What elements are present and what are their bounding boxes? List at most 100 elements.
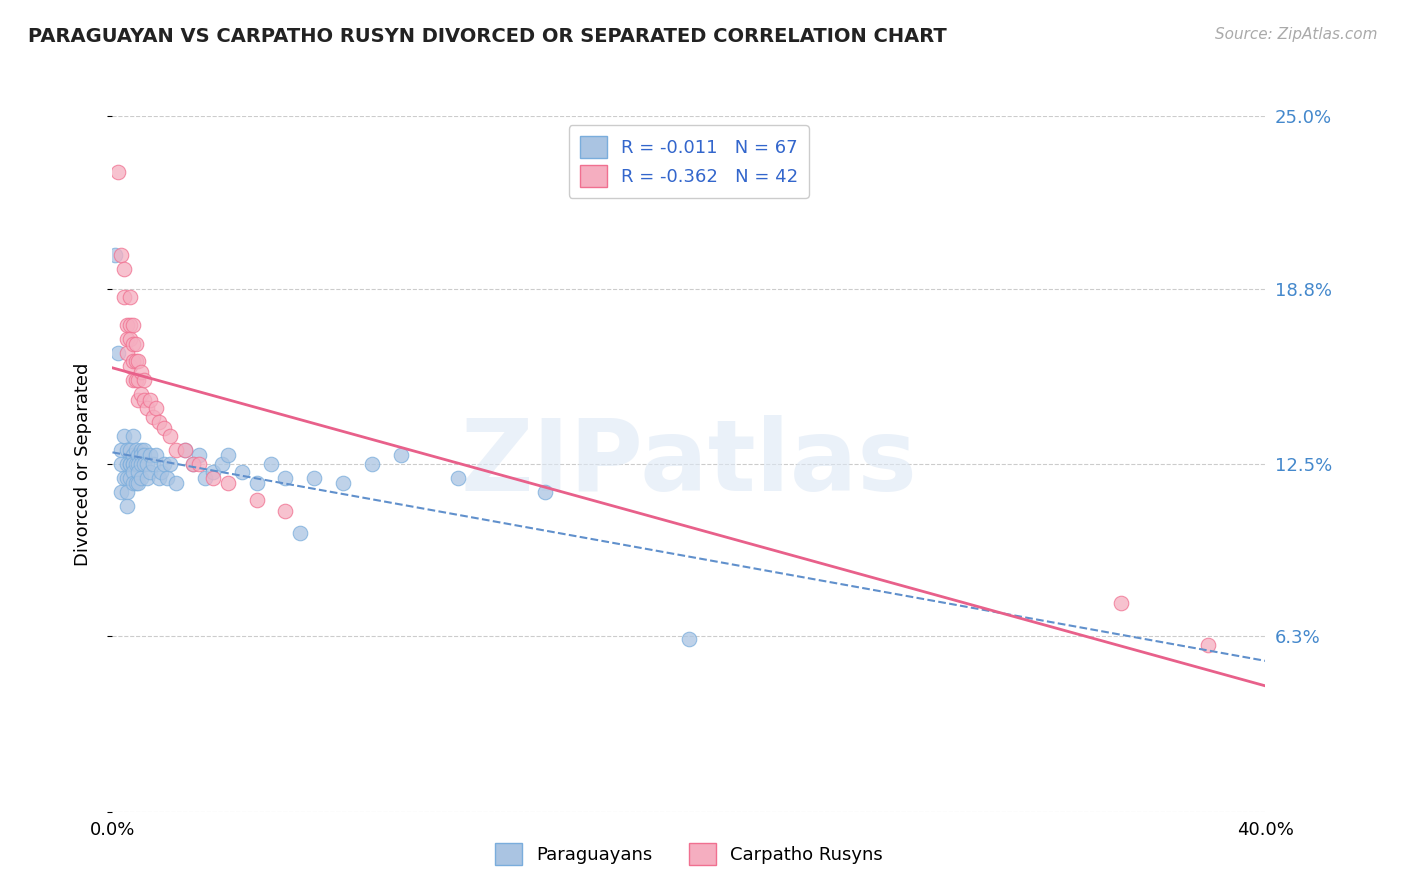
Point <box>124 373 146 387</box>
Point <box>110 484 132 499</box>
Point <box>202 465 225 479</box>
Point <box>115 318 138 332</box>
Point <box>121 337 143 351</box>
Point <box>304 471 326 485</box>
Point <box>678 632 700 647</box>
Point <box>121 465 143 479</box>
Point <box>112 471 135 485</box>
Point <box>115 345 138 359</box>
Point <box>129 442 153 457</box>
Point <box>150 465 173 479</box>
Point <box>124 354 146 368</box>
Point <box>115 442 138 457</box>
Point <box>245 493 267 508</box>
Point <box>115 484 138 499</box>
Point <box>121 457 143 471</box>
Point <box>159 457 181 471</box>
Point <box>121 449 143 463</box>
Point <box>1111 596 1133 610</box>
Point <box>134 457 156 471</box>
Point <box>104 248 127 262</box>
Point <box>124 476 146 491</box>
Point <box>533 484 555 499</box>
Point <box>129 365 153 379</box>
Point <box>181 457 204 471</box>
Point <box>115 457 138 471</box>
Point <box>173 442 195 457</box>
Point <box>145 401 167 416</box>
Point <box>194 471 217 485</box>
Point <box>142 409 165 424</box>
Point <box>127 465 149 479</box>
Point <box>118 442 141 457</box>
Point <box>127 392 149 407</box>
Point <box>115 332 138 346</box>
Point <box>145 449 167 463</box>
Point <box>447 471 470 485</box>
Point <box>121 354 143 368</box>
Text: PARAGUAYAN VS CARPATHO RUSYN DIVORCED OR SEPARATED CORRELATION CHART: PARAGUAYAN VS CARPATHO RUSYN DIVORCED OR… <box>28 27 946 45</box>
Point <box>118 471 141 485</box>
Point <box>153 457 176 471</box>
Point <box>124 457 146 471</box>
Point <box>124 337 146 351</box>
Point <box>136 401 159 416</box>
Point <box>148 471 170 485</box>
Point <box>134 373 156 387</box>
Point <box>389 449 412 463</box>
Point <box>159 429 181 443</box>
Point <box>202 471 225 485</box>
Point <box>127 373 149 387</box>
Point <box>148 415 170 429</box>
Point <box>260 457 283 471</box>
Point <box>121 476 143 491</box>
Point <box>118 457 141 471</box>
Point <box>153 420 176 434</box>
Point <box>231 465 253 479</box>
Point <box>134 442 156 457</box>
Point <box>139 449 162 463</box>
Y-axis label: Divorced or Separated: Divorced or Separated <box>73 362 91 566</box>
Point <box>121 457 143 471</box>
Point <box>217 476 239 491</box>
Point <box>274 504 297 518</box>
Point <box>107 345 129 359</box>
Point <box>115 471 138 485</box>
Point <box>139 465 162 479</box>
Point <box>181 457 204 471</box>
Point <box>134 392 156 407</box>
Point <box>211 457 233 471</box>
Point <box>142 457 165 471</box>
Point <box>1197 638 1219 652</box>
Point <box>112 262 135 277</box>
Point <box>121 429 143 443</box>
Point <box>136 471 159 485</box>
Point <box>118 457 141 471</box>
Point <box>129 457 153 471</box>
Legend: Paraguayans, Carpatho Rusyns: Paraguayans, Carpatho Rusyns <box>488 836 890 872</box>
Point <box>121 373 143 387</box>
Point <box>136 457 159 471</box>
Point <box>217 449 239 463</box>
Text: Source: ZipAtlas.com: Source: ZipAtlas.com <box>1215 27 1378 42</box>
Point <box>127 457 149 471</box>
Point <box>134 449 156 463</box>
Point <box>110 457 132 471</box>
Point <box>121 318 143 332</box>
Point <box>112 429 135 443</box>
Text: ZIPatlas: ZIPatlas <box>461 416 917 512</box>
Point <box>127 476 149 491</box>
Point <box>129 471 153 485</box>
Point <box>107 164 129 178</box>
Point <box>360 457 382 471</box>
Point <box>115 499 138 513</box>
Point <box>165 476 187 491</box>
Point <box>288 526 311 541</box>
Point <box>118 332 141 346</box>
Point <box>332 476 354 491</box>
Point <box>129 449 153 463</box>
Point <box>274 471 297 485</box>
Point <box>112 290 135 304</box>
Point <box>188 449 211 463</box>
Point <box>110 248 132 262</box>
